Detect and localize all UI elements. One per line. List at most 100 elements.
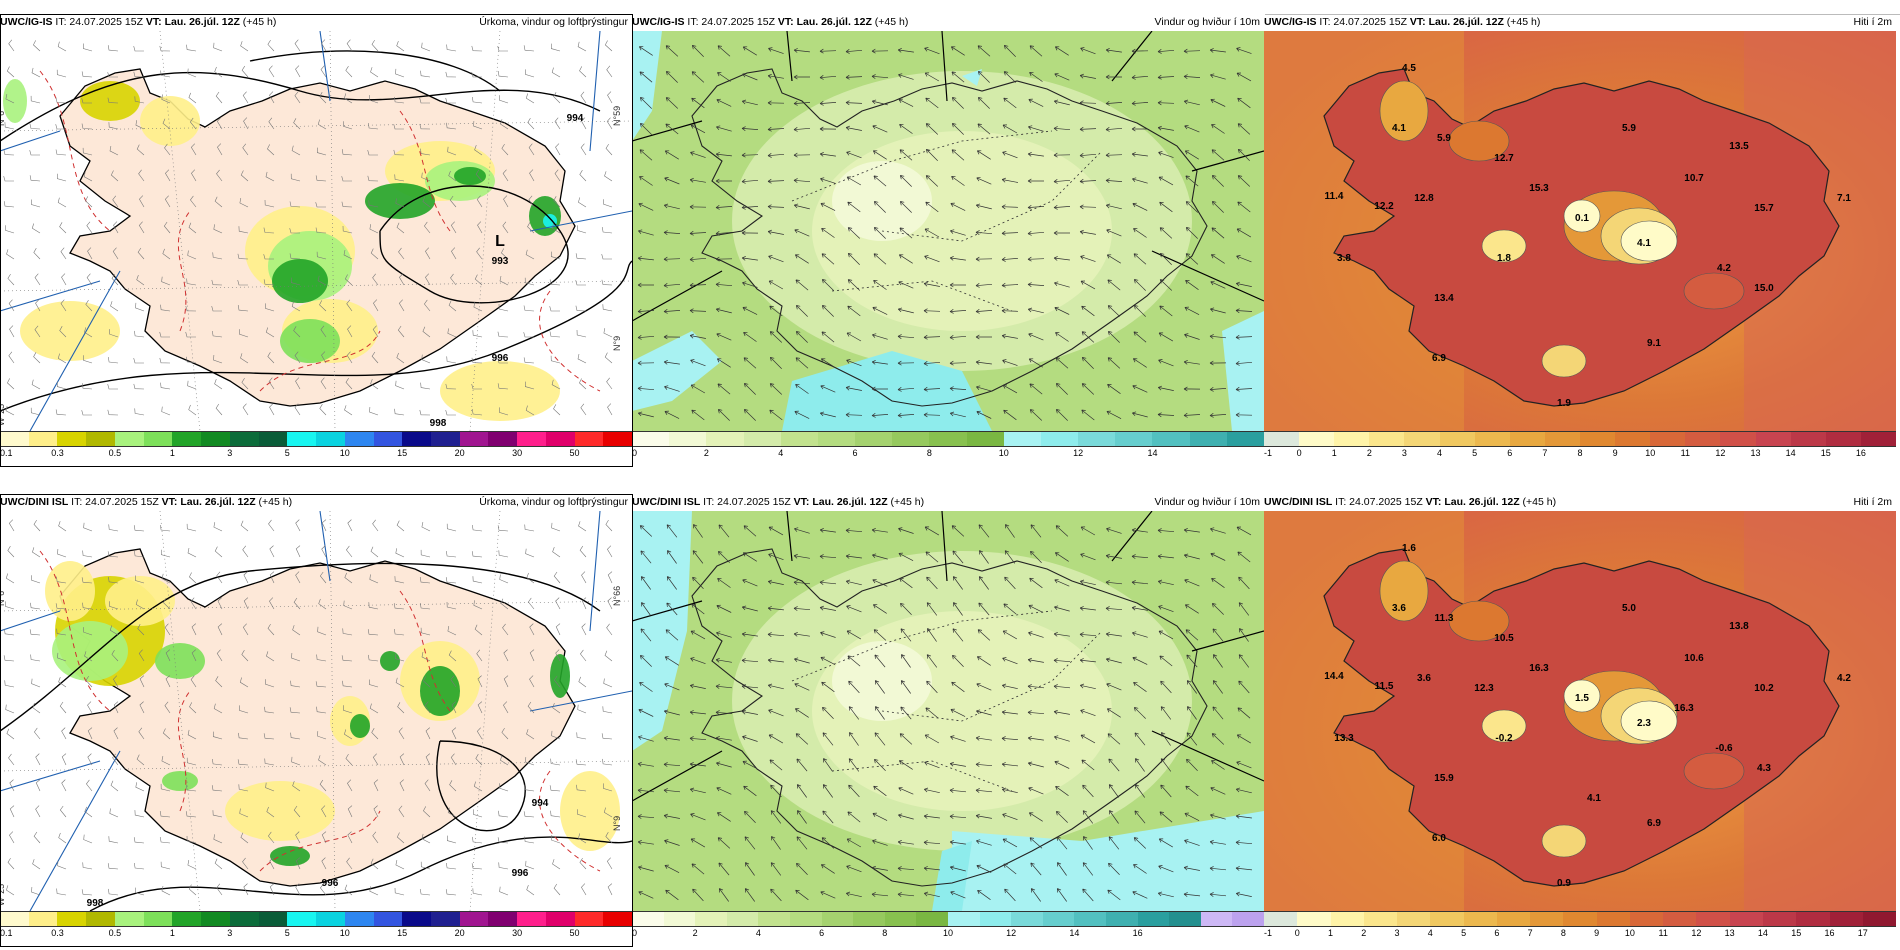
colorbar-ticks: 0 2 4 6 8 10 12 14 <box>632 447 1264 459</box>
temperature-value-label: 1.6 <box>1402 543 1416 554</box>
wind-barb <box>265 782 275 792</box>
wind-barb <box>191 169 197 182</box>
wind-barb <box>473 809 483 818</box>
temperature-contour-area <box>1481 229 1527 263</box>
colorbar-swatches <box>0 431 633 447</box>
colorbar-swatch <box>603 912 633 926</box>
wind-barb <box>370 858 379 870</box>
wind-arrow <box>1001 177 1018 183</box>
wind-arrow <box>715 205 733 210</box>
wind-barb <box>108 524 119 532</box>
wind-arrow <box>846 865 862 873</box>
colorbar-swatch <box>1040 432 1079 446</box>
lead-time: (+45 h) <box>874 16 909 28</box>
wind-arrow <box>689 230 707 236</box>
wind-barb <box>163 221 171 234</box>
init-time: IT: 24.07.2025 15Z <box>1319 16 1407 28</box>
colorbar-swatch <box>402 912 432 926</box>
wind-barb <box>212 330 223 338</box>
temperature-contour-area <box>1620 220 1678 262</box>
wind-barb <box>186 835 197 844</box>
wind-arrow <box>638 865 654 872</box>
colorbar-swatch <box>1169 912 1201 926</box>
wind-arrow <box>1002 813 1018 821</box>
init-time: IT: 24.07.2025 15Z <box>1335 496 1423 508</box>
wind-barb <box>238 784 249 792</box>
wind-arrow <box>925 97 939 109</box>
wind-arrow <box>690 838 706 848</box>
wind-barb <box>84 651 93 662</box>
wind-barb <box>293 597 301 610</box>
wind-barb <box>579 170 587 182</box>
wind-arrow <box>873 253 887 265</box>
wind-barb <box>212 758 223 766</box>
init-time: IT: 24.07.2025 15Z <box>703 496 791 508</box>
wind-barb <box>213 42 223 52</box>
wind-arrow <box>1237 707 1251 719</box>
wind-arrow <box>640 576 651 590</box>
precipitation-area <box>20 301 120 361</box>
wind-barb <box>448 300 457 312</box>
wind-arrow <box>950 890 966 899</box>
wind-barb <box>31 575 41 584</box>
wind-arrow <box>1030 524 1042 538</box>
graticule-label: N°6 <box>0 591 6 606</box>
precipitation-area <box>80 81 140 121</box>
wind-arrow <box>1027 307 1044 314</box>
wind-barb <box>81 383 93 390</box>
colorbar-swatch <box>114 432 144 446</box>
wind-barb <box>186 356 197 364</box>
wind-barb <box>499 574 509 584</box>
wind-barb <box>294 39 301 52</box>
wind-arrow <box>847 655 861 667</box>
colorbar-swatches <box>632 431 1264 447</box>
graticule-label: N°66 <box>612 586 622 606</box>
wind-barb <box>476 247 483 260</box>
wind-barb <box>471 357 483 364</box>
wind-barb <box>550 355 561 364</box>
wind-arrow <box>717 409 730 421</box>
wind-arrow <box>1079 204 1097 210</box>
wind-barb <box>268 377 275 390</box>
colorbar-swatch <box>201 432 230 446</box>
wind-barb <box>33 40 41 52</box>
wind-barb <box>370 546 379 558</box>
wind-barb <box>395 548 405 558</box>
wind-arrow <box>1133 331 1147 343</box>
wind-arrow <box>742 306 758 315</box>
colorbar-swatch <box>1363 912 1398 926</box>
colorbar-tick-label: 10 <box>339 928 350 938</box>
wind-arrow <box>871 74 889 79</box>
wind-barb <box>107 45 119 52</box>
wind-arrow <box>1105 657 1122 664</box>
wind-arrow <box>1183 48 1201 54</box>
wind-barb <box>186 44 197 52</box>
wind-barb <box>35 779 41 792</box>
wind-barb <box>61 727 67 740</box>
colorbar-swatch <box>817 432 856 446</box>
wind-arrow <box>1027 657 1044 663</box>
wind-barb <box>419 577 431 584</box>
wind-barb <box>290 680 301 688</box>
wind-arrow <box>849 732 859 746</box>
wind-arrow <box>1211 760 1225 770</box>
wind-arrow <box>848 784 860 798</box>
wind-barb <box>315 227 327 234</box>
wind-arrow <box>1238 654 1250 668</box>
wind-arrow <box>1027 205 1045 210</box>
wind-barb <box>342 628 353 636</box>
colorbar-swatch <box>86 912 115 926</box>
wind-barb <box>291 652 301 662</box>
wind-barb <box>553 404 561 416</box>
wind-arrow <box>767 579 784 585</box>
model-name: UWC/IG-IS <box>1264 16 1317 28</box>
wind-barb <box>395 380 405 390</box>
colorbar-tick-label: 3 <box>227 448 233 458</box>
wind-arrow <box>846 176 862 186</box>
wind-arrow <box>715 178 732 184</box>
wind-barb <box>237 305 249 312</box>
graticule-label: N°9 <box>612 816 622 831</box>
colorbar-swatch <box>1650 432 1686 446</box>
wind-barb <box>295 571 301 584</box>
wind-barb <box>187 547 197 558</box>
